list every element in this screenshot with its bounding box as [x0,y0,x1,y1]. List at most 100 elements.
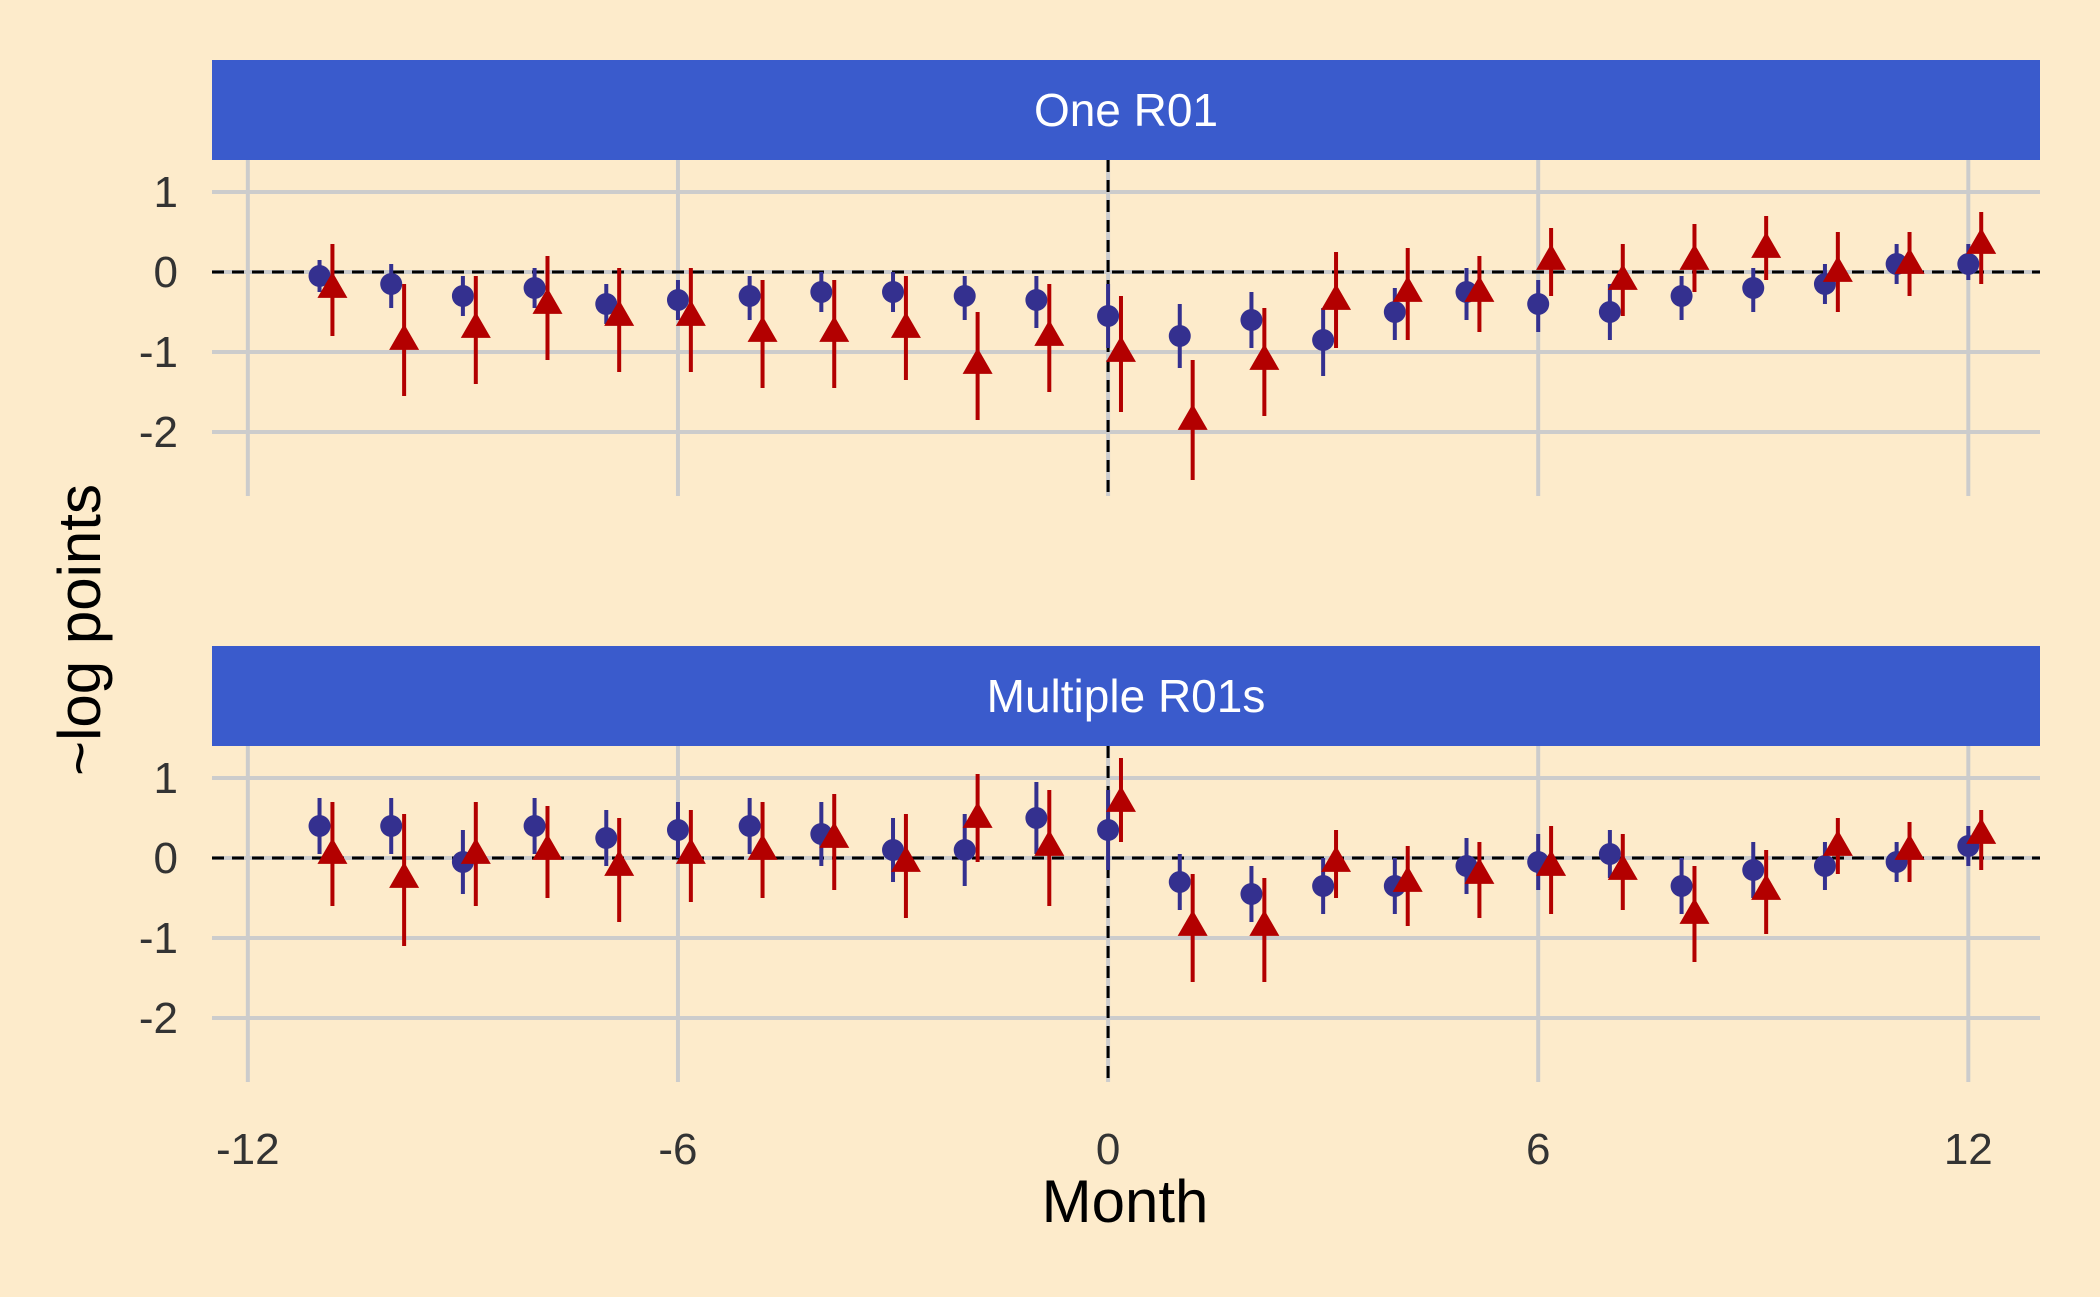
data-point-triangle [1751,873,1782,900]
data-point-circle [1312,329,1335,351]
data-point-triangle [317,837,348,864]
x-tick-label: 12 [1944,1125,1993,1174]
data-point-circle [1168,871,1191,893]
y-tick-label: -1 [139,914,178,963]
data-point-triangle [1249,909,1280,936]
data-point-triangle [819,315,850,342]
data-point-circle [451,285,474,307]
data-point-circle [595,293,618,315]
data-point-triangle [1607,263,1638,290]
data-point-triangle [1249,343,1280,370]
data-point-triangle [1822,255,1853,282]
data-point-triangle [1464,857,1495,884]
data-point-triangle [747,315,778,342]
panel-2: Multiple R01s 1 0 -1 -2 -12 -6 0 6 12 [139,646,2040,1174]
data-point-triangle [1679,897,1710,924]
x-tick-label: -12 [216,1125,280,1174]
data-point-circle [666,819,689,841]
data-point-triangle [819,821,850,848]
data-point-circle [308,815,331,837]
data-point-triangle [1607,853,1638,880]
data-point-triangle [747,833,778,860]
data-point-triangle [962,347,993,374]
data-point-triangle [1392,275,1423,302]
data-point-circle [1813,855,1836,877]
data-point-triangle [1536,849,1567,876]
data-point-triangle [1177,403,1208,430]
y-tick-label: -2 [139,994,178,1043]
y-tick-label: 0 [154,248,178,297]
data-point-circle [1168,325,1191,347]
y-tick-label: 0 [154,834,178,883]
data-point-circle [1598,301,1621,323]
data-point-triangle [1751,231,1782,258]
data-point-circle [1957,253,1980,275]
data-point-triangle [1966,227,1997,254]
data-point-triangle [1034,829,1065,856]
data-point-circle [595,827,618,849]
x-tick-label: 6 [1526,1125,1550,1174]
panel-strip [212,60,2040,160]
data-point-triangle [460,837,491,864]
panel-title: One R01 [1034,84,1218,136]
data-point-circle [738,815,761,837]
data-point-circle [1742,859,1765,881]
data-point-circle [1383,301,1406,323]
data-point-triangle [1177,909,1208,936]
data-point-triangle [890,311,921,338]
data-point-triangle [890,845,921,872]
data-point-circle [1097,305,1120,327]
panel-title: Multiple R01s [987,670,1266,722]
data-point-circle [1240,883,1263,905]
data-point-circle [810,281,833,303]
data-point-circle [1312,875,1335,897]
data-point-circle [380,815,403,837]
data-point-triangle [1321,283,1352,310]
data-point-triangle [1034,319,1065,346]
data-point-triangle [389,861,420,888]
data-point-triangle [532,833,563,860]
panel-1: One R01 1 0 -1 -2 [139,60,2040,496]
data-point-circle [738,285,761,307]
data-point-triangle [1536,243,1567,270]
circle-series [308,782,1980,922]
data-point-triangle [604,299,635,326]
data-point-triangle [532,287,563,314]
triangle-series [317,758,1997,982]
data-point-circle [666,289,689,311]
panel-strip [212,646,2040,746]
data-point-triangle [1464,275,1495,302]
data-point-triangle [675,837,706,864]
data-point-triangle [604,849,635,876]
x-tick-label: -6 [658,1125,697,1174]
data-point-circle [953,839,976,861]
data-point-circle [1742,277,1765,299]
data-point-triangle [317,271,348,298]
data-point-triangle [1321,845,1352,872]
y-tick-label: 1 [154,754,178,803]
data-point-circle [953,285,976,307]
data-point-circle [1025,807,1048,829]
data-point-circle [882,839,905,861]
data-point-circle [380,273,403,295]
data-point-triangle [1822,829,1853,856]
data-point-circle [1240,309,1263,331]
data-point-circle [882,281,905,303]
y-axis-title: ~log points [46,484,113,776]
data-point-triangle [1966,817,1997,844]
y-tick-label: 1 [154,168,178,217]
x-axis-title: Month [1042,1168,1209,1235]
data-point-triangle [1894,833,1925,860]
data-point-triangle [1894,247,1925,274]
data-point-circle [1025,289,1048,311]
data-point-triangle [962,801,993,828]
x-tick-label: 0 [1096,1125,1120,1174]
data-point-triangle [389,323,420,350]
data-point-triangle [1392,865,1423,892]
data-point-circle [1527,293,1550,315]
data-point-circle [1670,285,1693,307]
data-point-triangle [1105,785,1136,812]
data-point-circle [1097,819,1120,841]
data-point-triangle [1679,243,1710,270]
